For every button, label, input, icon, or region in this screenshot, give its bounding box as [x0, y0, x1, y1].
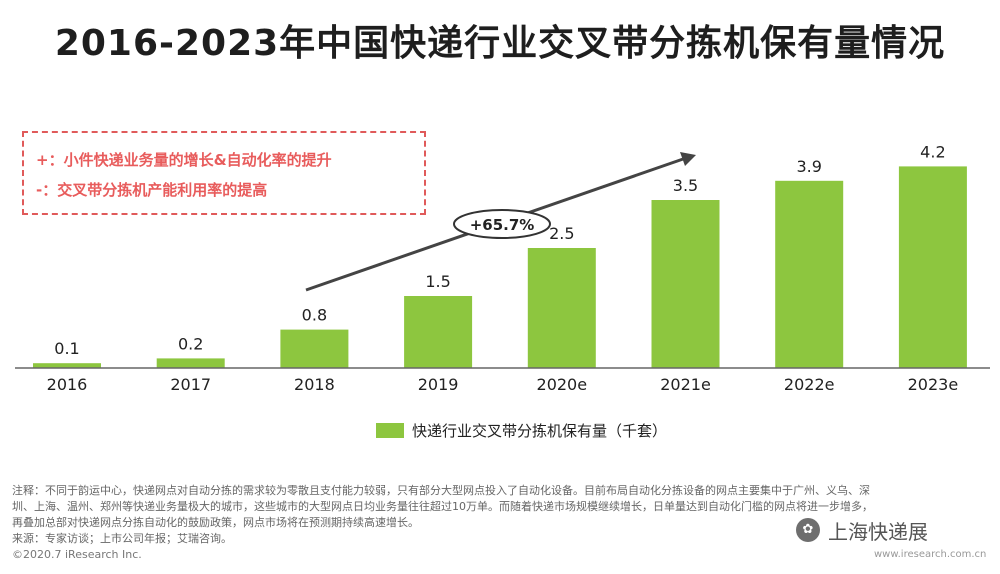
bar-2023e — [898, 166, 967, 368]
watermark-text: 上海快递展 — [828, 520, 928, 544]
arrow-head-icon — [680, 152, 696, 166]
data-label-2023e: 4.2 — [920, 142, 945, 161]
data-label-2018: 0.8 — [302, 306, 327, 325]
drivers-note-box: +：小件快递业务量的增长&自动化率的提升 -：交叉带分拣机产能利用率的提高 — [22, 131, 426, 215]
x-tick-label-2016: 2016 — [47, 375, 88, 394]
growth-label: +65.7% — [470, 216, 535, 234]
bar-2017 — [156, 358, 225, 368]
bar-2021e — [651, 200, 720, 368]
x-tick-label-2019: 2019 — [418, 375, 459, 394]
page-title: 2016-2023年中国快递行业交叉带分拣机保有量情况 — [54, 23, 946, 64]
bar-2022e — [775, 180, 844, 368]
growth-label-oval — [453, 209, 551, 239]
footnote-line: 圳、上海、温州、郑州等快递业务量极大的城市，这些城市的大型网点日均业务量往往超过… — [12, 500, 873, 513]
data-label-2017: 0.2 — [178, 334, 203, 353]
legend-label: 快递行业交叉带分拣机保有量（千套） — [412, 422, 668, 440]
note-minus: -：交叉带分拣机产能利用率的提高 — [36, 181, 268, 199]
bar-2016 — [33, 363, 101, 368]
bar-2020e — [527, 248, 596, 368]
website-url: www.iresearch.com.cn — [874, 549, 987, 560]
wechat-icon: ✿ — [796, 518, 820, 542]
bar-2019 — [404, 296, 473, 368]
x-tick-label-2023e: 2023e — [908, 375, 959, 394]
footnote-line: 再叠加总部对快递网点分拣自动化的鼓励政策，网点市场将在预测期持续高速增长。 — [12, 516, 419, 529]
footnote-line: 注释：不同于韵运中心，快递网点对自动分拣的需求较为零散且支付能力较弱，只有部分大… — [12, 484, 870, 497]
x-tick-label-2020e: 2020e — [537, 375, 588, 394]
bar-2018 — [280, 329, 349, 368]
data-label-2021e: 3.5 — [673, 176, 698, 195]
data-label-2020e: 2.5 — [549, 224, 574, 243]
bar-chart: 0.1 2016 0.2 2017 0.8 2018 1.5 2019 2.5 2020e 3.5 2… — [15, 142, 990, 394]
x-tick-label-2018: 2018 — [294, 375, 335, 394]
note-plus: +：小件快递业务量的增长&自动化率的提升 — [36, 151, 332, 169]
source-line: 来源：专家访谈；上市公司年报；艾瑞咨询。 — [12, 532, 232, 545]
data-label-2022e: 3.9 — [796, 157, 821, 176]
data-label-2019: 1.5 — [425, 272, 450, 291]
x-tick-label-2021e: 2021e — [660, 375, 711, 394]
copyright: ©2020.7 iResearch Inc. — [12, 548, 142, 561]
data-label-2016: 0.1 — [54, 339, 79, 358]
legend-swatch — [376, 423, 404, 438]
x-tick-label-2022e: 2022e — [784, 375, 835, 394]
x-tick-label-2017: 2017 — [170, 375, 211, 394]
